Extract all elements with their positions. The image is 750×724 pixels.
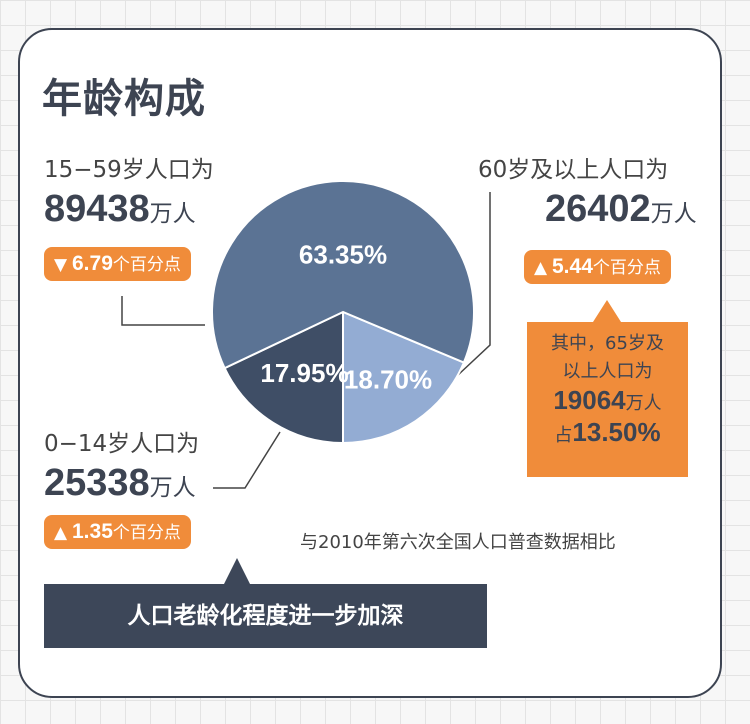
- arrow-up-icon: ▲: [54, 523, 68, 543]
- pie-slice: [211, 180, 475, 370]
- elderly-count: 26402万人: [545, 188, 697, 230]
- leader-line-working: [121, 296, 205, 326]
- pie-slice: [342, 310, 466, 445]
- arrow-up-icon: ▲: [534, 258, 548, 278]
- elderly-change-badge: ▲ 5.44个百分点: [524, 250, 671, 284]
- working-label: 15−59岁人口为: [44, 157, 214, 183]
- arrow-down-icon: ▼: [54, 255, 68, 275]
- pie-slice-label: 17.95%: [260, 358, 348, 388]
- page-title: 年龄构成: [42, 76, 206, 122]
- over-65-callout: 其中，65岁及 以上人口为 19064万人 占13.50%: [527, 300, 688, 477]
- pie-slice-label: 63.35%: [299, 239, 387, 269]
- callout-percent: 占13.50%: [554, 417, 661, 447]
- children-label: 0−14岁人口为: [44, 431, 200, 457]
- children-change-badge: ▲ 1.35个百分点: [44, 515, 191, 549]
- leader-line-children: [213, 431, 281, 489]
- pie-slice: [223, 310, 344, 445]
- callout-line1: 其中，65岁及: [551, 333, 664, 354]
- callout-line2: 以上人口为: [562, 361, 653, 382]
- conclusion-banner: 人口老龄化程度进一步加深: [44, 558, 487, 648]
- leader-line-elderly: [457, 192, 491, 376]
- comparison-note: 与2010年第六次全国人口普查数据相比: [300, 532, 616, 553]
- pie-slice-label: 18.70%: [344, 365, 432, 395]
- elderly-label: 60岁及以上人口为: [478, 157, 669, 183]
- working-count: 89438万人: [44, 188, 196, 230]
- working-change-badge: ▼ 6.79个百分点: [44, 247, 191, 281]
- children-count: 25338万人: [44, 462, 196, 504]
- callout-count: 19064万人: [553, 385, 662, 415]
